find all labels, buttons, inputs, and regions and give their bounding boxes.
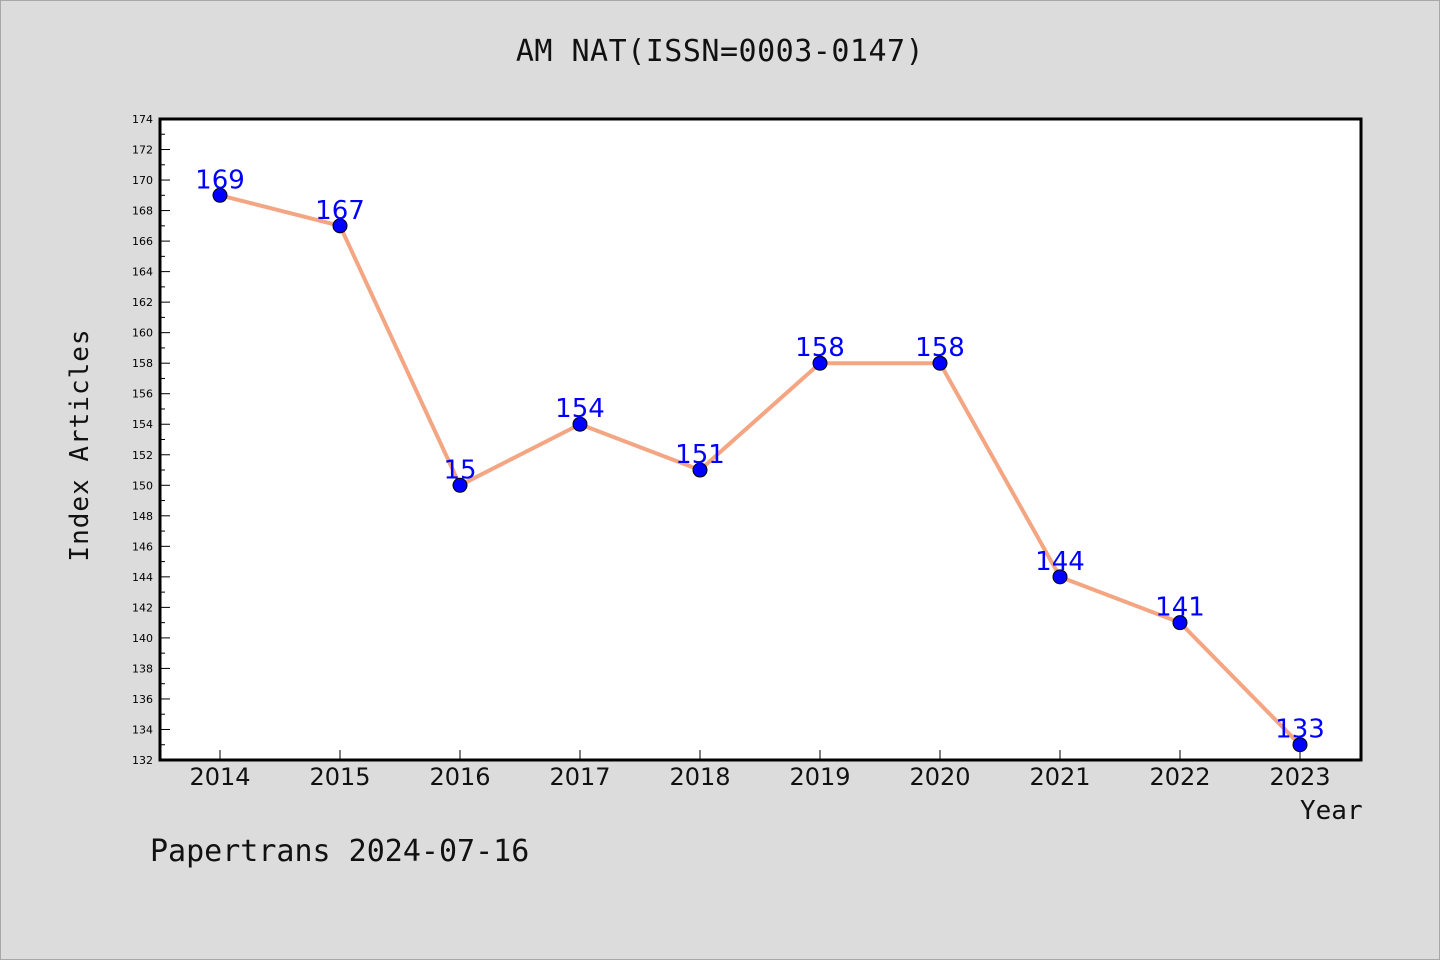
data-point-2022 xyxy=(1172,615,1188,631)
data-label-2016: 15 xyxy=(443,455,476,485)
plot-area xyxy=(158,117,1363,762)
y-tick-label: 162 xyxy=(132,296,153,309)
x-tick-label: 2020 xyxy=(909,763,970,791)
x-tick-label: 2021 xyxy=(1029,763,1090,791)
data-point-2016 xyxy=(452,477,468,493)
data-point-2021 xyxy=(1052,569,1068,585)
data-label-2020: 158 xyxy=(915,333,965,363)
x-tick-label: 2014 xyxy=(189,763,250,791)
data-label-2021: 144 xyxy=(1035,547,1085,577)
y-tick-label: 140 xyxy=(132,632,153,645)
y-tick-label: 156 xyxy=(132,388,153,401)
y-tick-label: 144 xyxy=(132,571,153,584)
y-tick-label: 172 xyxy=(132,144,153,157)
x-tick-label: 2022 xyxy=(1149,763,1210,791)
series-polyline xyxy=(219,193,1302,747)
y-tick-label: 166 xyxy=(132,235,153,248)
data-label-2022: 141 xyxy=(1155,593,1205,623)
series-line xyxy=(219,193,1302,747)
data-label-2017: 154 xyxy=(555,394,605,424)
chart-title: AM NAT(ISSN=0003-0147) xyxy=(515,34,925,69)
y-tick-label: 132 xyxy=(132,754,153,767)
y-tick-label: 154 xyxy=(132,418,153,431)
data-point-2015 xyxy=(332,218,348,234)
y-tick-label: 152 xyxy=(132,449,153,462)
data-label-2023: 133 xyxy=(1275,715,1325,745)
x-tick-label: 2019 xyxy=(789,763,850,791)
y-tick-label: 134 xyxy=(132,723,153,736)
y-tick-label: 146 xyxy=(132,540,153,553)
x-tick-label: 2018 xyxy=(669,763,730,791)
y-tick-label: 158 xyxy=(132,357,153,370)
data-point-2020 xyxy=(932,355,948,371)
y-tick-label: 142 xyxy=(132,601,153,614)
x-tick-label: 2023 xyxy=(1269,763,1330,791)
y-tick-label: 138 xyxy=(132,662,153,675)
data-point-2017 xyxy=(572,416,588,432)
y-axis-label: Index Articles xyxy=(65,328,95,562)
y-tick-label: 148 xyxy=(132,510,153,523)
y-tick-label: 164 xyxy=(132,266,153,279)
y-tick-label: 136 xyxy=(132,693,153,706)
data-label-2014: 169 xyxy=(195,165,245,195)
x-tick-label: 2015 xyxy=(309,763,370,791)
data-point-2019 xyxy=(812,355,828,371)
y-tick-label: 150 xyxy=(132,479,153,492)
data-labels: 169 167 15 154 151 158 158 144 141 133 xyxy=(195,165,1325,744)
x-axis-label: Year xyxy=(1300,796,1363,826)
data-label-2019: 158 xyxy=(795,333,845,363)
y-tick-label: 170 xyxy=(132,174,153,187)
x-axis-ticks: 2014 2015 2016 2017 2018 2019 2020 2021 2022 2023 xyxy=(189,750,1331,791)
y-axis-ticks: 132 134 136 138 140 142 144 146 148 150 152 154 156 1… xyxy=(132,113,170,767)
x-tick-label: 2017 xyxy=(549,763,610,791)
data-point-2014 xyxy=(212,187,228,203)
x-tick-label: 2016 xyxy=(429,763,490,791)
data-point-2023 xyxy=(1292,737,1308,753)
data-label-2018: 151 xyxy=(675,440,725,470)
y-tick-label: 174 xyxy=(132,113,153,126)
series-markers xyxy=(212,187,1308,753)
data-label-2015: 167 xyxy=(315,196,365,226)
y-tick-label: 168 xyxy=(132,205,153,218)
data-point-2018 xyxy=(692,462,708,478)
footer-watermark: Papertrans 2024-07-16 xyxy=(150,834,530,869)
y-tick-label: 160 xyxy=(132,327,153,340)
